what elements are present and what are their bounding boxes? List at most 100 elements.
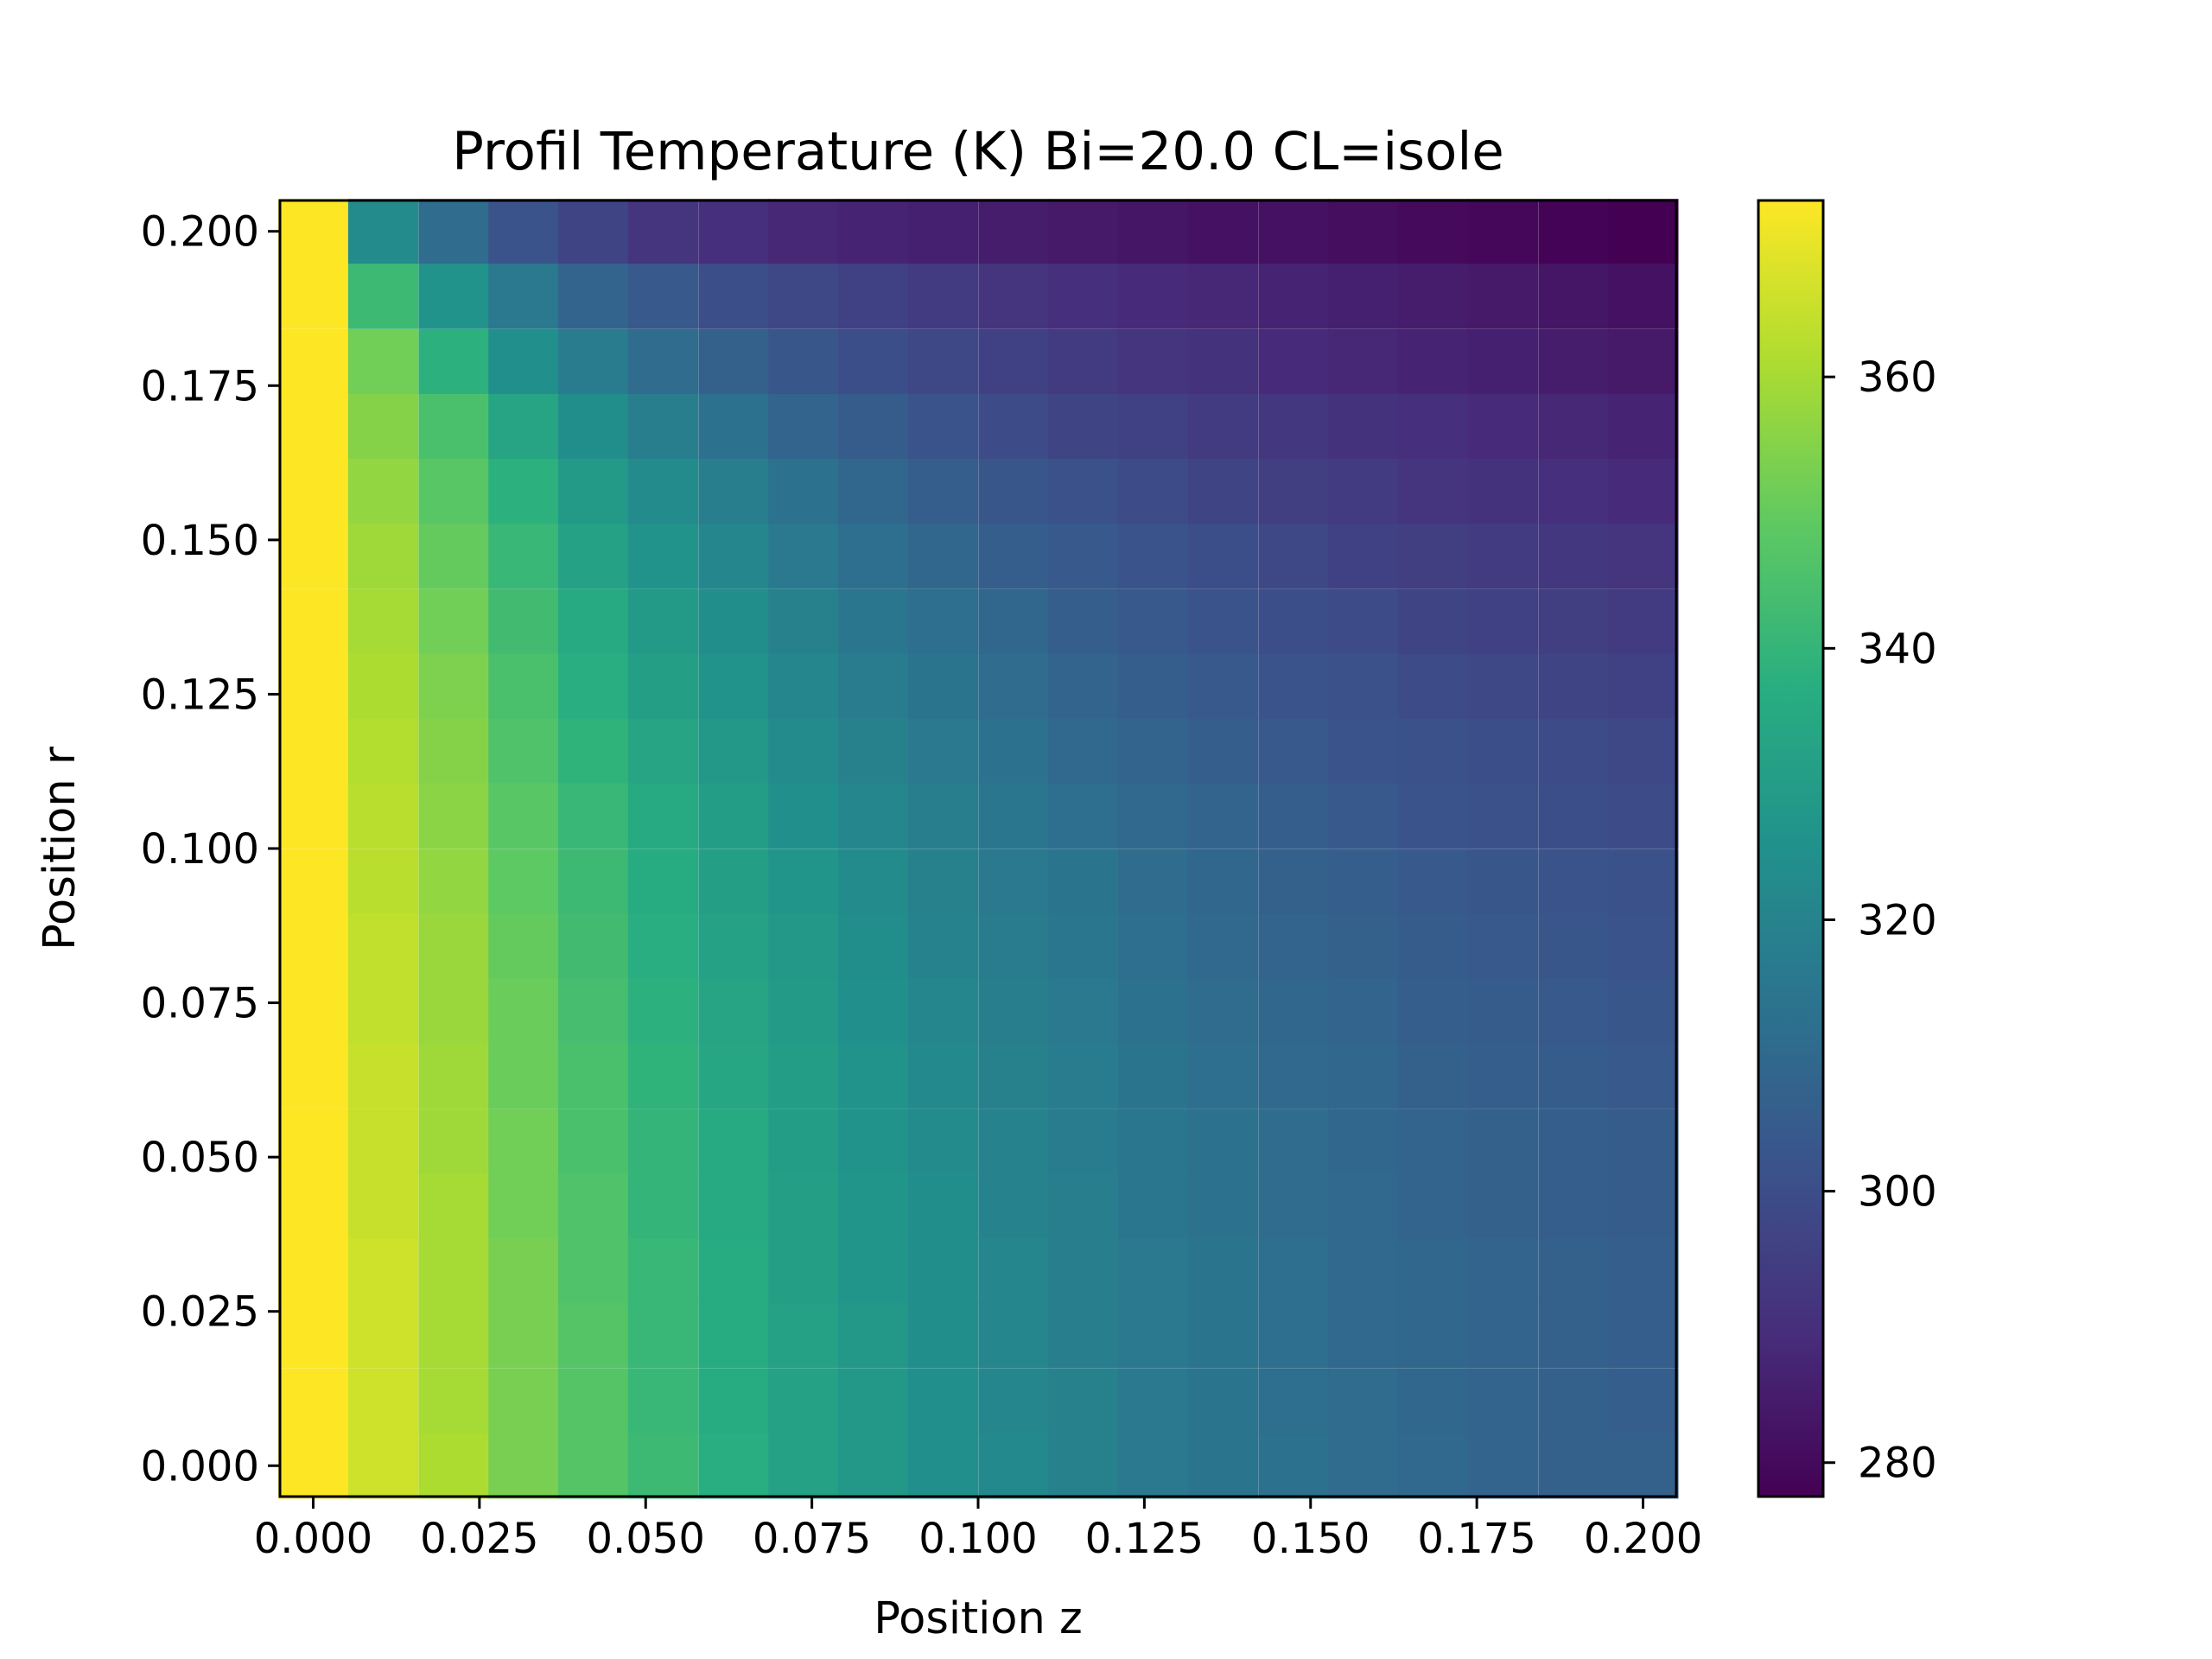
heatmap-cell: [1048, 588, 1119, 655]
heatmap-cell: [1258, 718, 1329, 785]
heatmap-cell: [1258, 1173, 1329, 1239]
heatmap-cell: [907, 718, 979, 785]
heatmap-cell: [838, 523, 909, 589]
heatmap-cell: [1048, 523, 1119, 589]
heatmap-cell: [768, 653, 839, 720]
heatmap-cell: [278, 199, 349, 264]
heatmap-cell: [698, 849, 769, 914]
heatmap-cell: [627, 783, 699, 849]
heatmap-cell: [1467, 328, 1539, 395]
heatmap-cell: [1328, 264, 1399, 329]
heatmap-cell: [1187, 1173, 1259, 1239]
heatmap-cell: [838, 1238, 909, 1304]
heatmap-cell: [907, 1238, 979, 1304]
heatmap-cell: [1328, 783, 1399, 849]
heatmap-cell: [1467, 264, 1539, 329]
heatmap-cell: [1467, 1109, 1539, 1174]
heatmap-cell: [1538, 264, 1609, 329]
heatmap-cell: [1608, 783, 1679, 849]
heatmap-cell: [698, 199, 769, 264]
heatmap-cell: [1328, 199, 1399, 264]
heatmap-cell: [347, 1238, 419, 1304]
heatmap-cell: [558, 849, 629, 914]
heatmap-cell: [1467, 1238, 1539, 1304]
heatmap-cell: [1258, 1433, 1329, 1499]
heatmap-cell: [838, 199, 909, 264]
heatmap-cell: [768, 783, 839, 849]
heatmap-cell: [907, 783, 979, 849]
heatmap-cell: [907, 458, 979, 524]
heatmap-cell: [1328, 458, 1399, 524]
heatmap-cell: [698, 264, 769, 329]
heatmap-cell: [558, 1173, 629, 1239]
heatmap-cell: [1397, 393, 1469, 460]
heatmap-cell: [698, 718, 769, 785]
heatmap-cell: [1538, 1303, 1609, 1369]
heatmap-cell: [1538, 393, 1609, 460]
heatmap-cell: [768, 1238, 839, 1304]
heatmap-cell: [1187, 1433, 1259, 1499]
heatmap-cell: [1608, 1043, 1679, 1109]
y-tick-label: 0.150: [141, 517, 259, 565]
heatmap-cell: [907, 523, 979, 589]
heatmap-cell: [1117, 1433, 1189, 1499]
heatmap-cell: [418, 718, 489, 785]
heatmap-cell: [698, 328, 769, 395]
heatmap-cell: [1538, 653, 1609, 720]
heatmap-cell: [278, 393, 349, 460]
heatmap-cell: [1187, 588, 1259, 655]
heatmap-cell: [1258, 264, 1329, 329]
heatmap-cell: [1117, 849, 1189, 914]
heatmap-cell: [1608, 393, 1679, 460]
heatmap-cell: [838, 849, 909, 914]
heatmap-cell: [558, 393, 629, 460]
heatmap-cell: [978, 199, 1049, 264]
heatmap-cell: [1117, 328, 1189, 395]
heatmap-cell: [1328, 523, 1399, 589]
heatmap-cell: [1048, 783, 1119, 849]
heatmap-cell: [1117, 199, 1189, 264]
heatmap-cell: [558, 783, 629, 849]
heatmap-cell: [838, 1109, 909, 1174]
heatmap-cell: [1187, 393, 1259, 460]
heatmap-cell: [1258, 849, 1329, 914]
heatmap-cell: [1258, 1238, 1329, 1304]
heatmap-cell: [1328, 328, 1399, 395]
heatmap-cell: [278, 913, 349, 979]
heatmap-cell: [488, 588, 559, 655]
heatmap-cell: [698, 458, 769, 524]
heatmap-cell: [1187, 1303, 1259, 1369]
heatmap-cell: [1538, 1433, 1609, 1499]
heatmap-cell: [278, 1433, 349, 1499]
heatmap-cell: [838, 1043, 909, 1109]
heatmap-cell: [698, 913, 769, 979]
heatmap-cell: [347, 1043, 419, 1109]
heatmap-cell: [558, 1303, 629, 1369]
heatmap-cell: [627, 264, 699, 329]
y-tick-label: 0.175: [141, 362, 259, 410]
heatmap-cell: [558, 653, 629, 720]
heatmap-cell: [1467, 1043, 1539, 1109]
heatmap-cell: [558, 1043, 629, 1109]
heatmap-cell: [488, 328, 559, 395]
heatmap-cell: [488, 1303, 559, 1369]
heatmap-cell: [978, 1303, 1049, 1369]
heatmap-cell: [558, 1433, 629, 1499]
heatmap-cell: [978, 588, 1049, 655]
heatmap-cell: [488, 913, 559, 979]
heatmap-cell: [1117, 1368, 1189, 1434]
heatmap-cell: [1538, 1109, 1609, 1174]
heatmap-cell: [1258, 523, 1329, 589]
heatmap-cell: [1397, 849, 1469, 914]
heatmap-cell: [1048, 1238, 1119, 1304]
heatmap-cell: [347, 783, 419, 849]
heatmap-cell: [698, 1303, 769, 1369]
heatmap-cell: [418, 1368, 489, 1434]
heatmap-cell: [418, 1303, 489, 1369]
heatmap-cell: [278, 328, 349, 395]
heatmap-cell: [1608, 1173, 1679, 1239]
heatmap-cell: [627, 458, 699, 524]
heatmap-cell: [278, 1109, 349, 1174]
heatmap-cell: [1397, 1173, 1469, 1239]
heatmap-cell: [1048, 1109, 1119, 1174]
